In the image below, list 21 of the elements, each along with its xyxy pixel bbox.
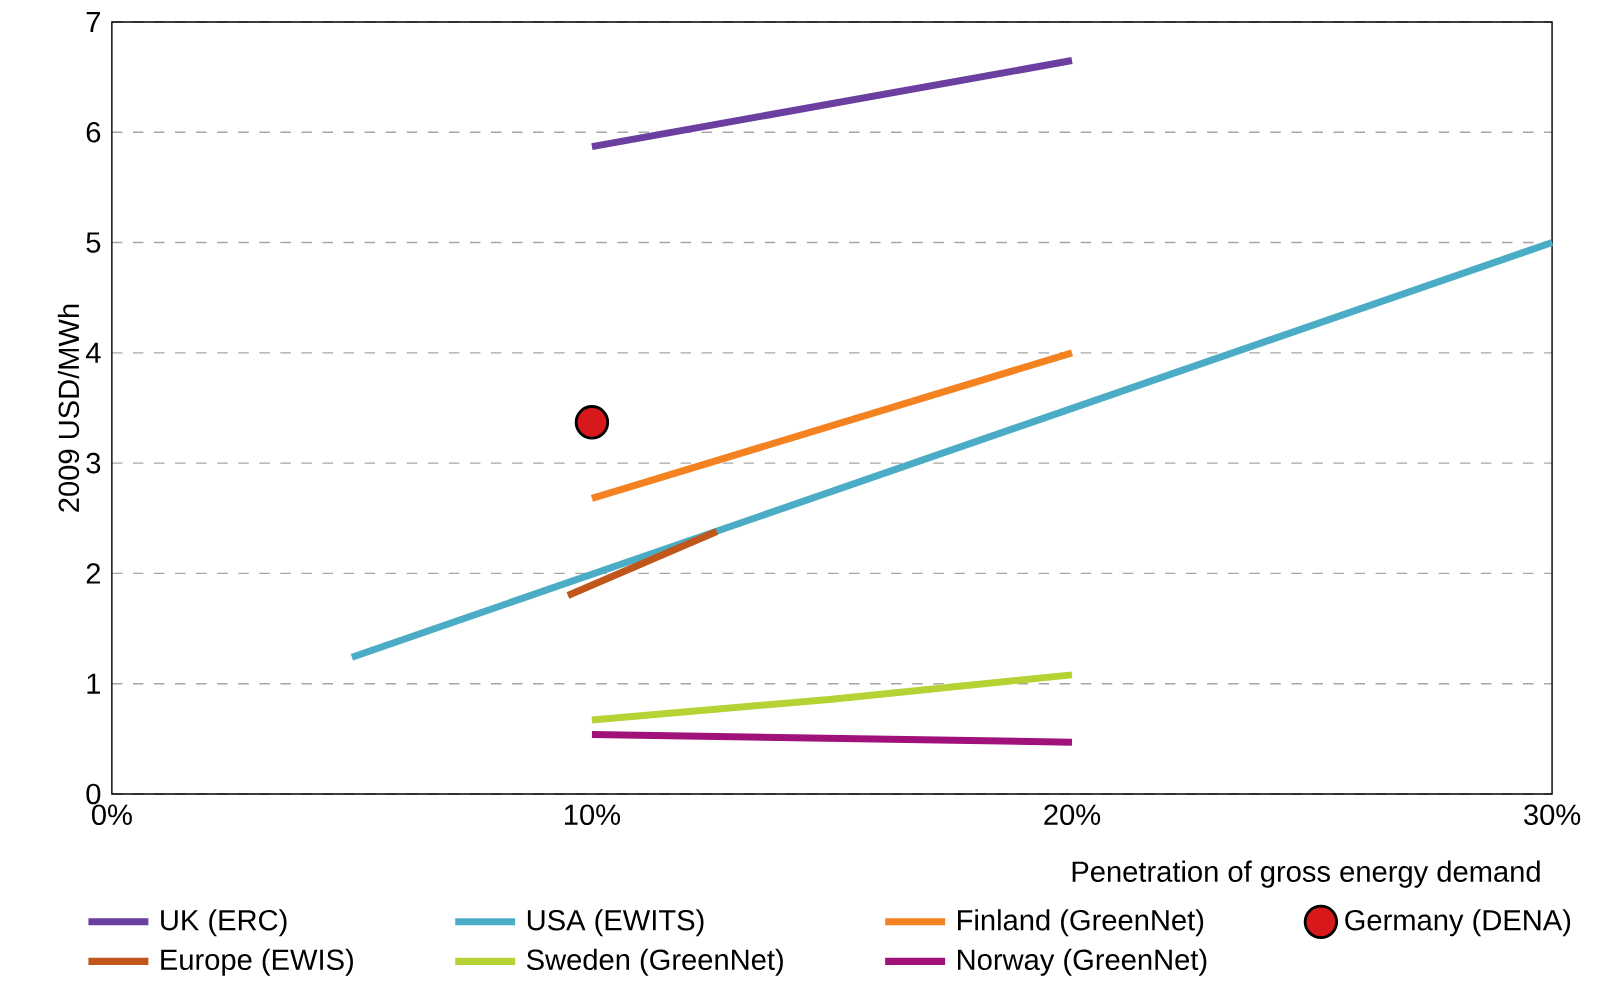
y-tick-label: 5 [86,232,101,253]
legend-label: Sweden (GreenNet) [526,948,783,976]
x-tick-label: 10% [564,804,621,826]
x-tick-label: 30% [1524,804,1581,826]
y-tick-label: 7 [86,12,100,33]
x-tick-label: 20% [1044,804,1101,826]
y-axis-title: 2009 USD/MWh [57,304,80,512]
y-tick-label: 1 [87,673,100,694]
legend-label: Finland (GreenNet) [958,909,1204,937]
y-tick-label: 6 [86,122,101,143]
legend-label: USA (EWITS) [527,909,704,937]
legend-label: Norway (GreenNet) [958,948,1207,976]
y-tick-label: 0 [86,783,101,805]
x-axis-title: Penetration of gross energy demand [1072,860,1540,888]
x-tick-label: 0% [91,804,132,826]
legend-label: Europe (EWIS) [161,948,353,976]
legend-label: UK (ERC) [161,909,287,937]
legend-label: Germany (DENA) [1345,909,1571,937]
y-tick-label: 2 [86,563,100,584]
y-tick-label: 4 [85,342,101,363]
y-tick-label: 3 [86,452,101,474]
